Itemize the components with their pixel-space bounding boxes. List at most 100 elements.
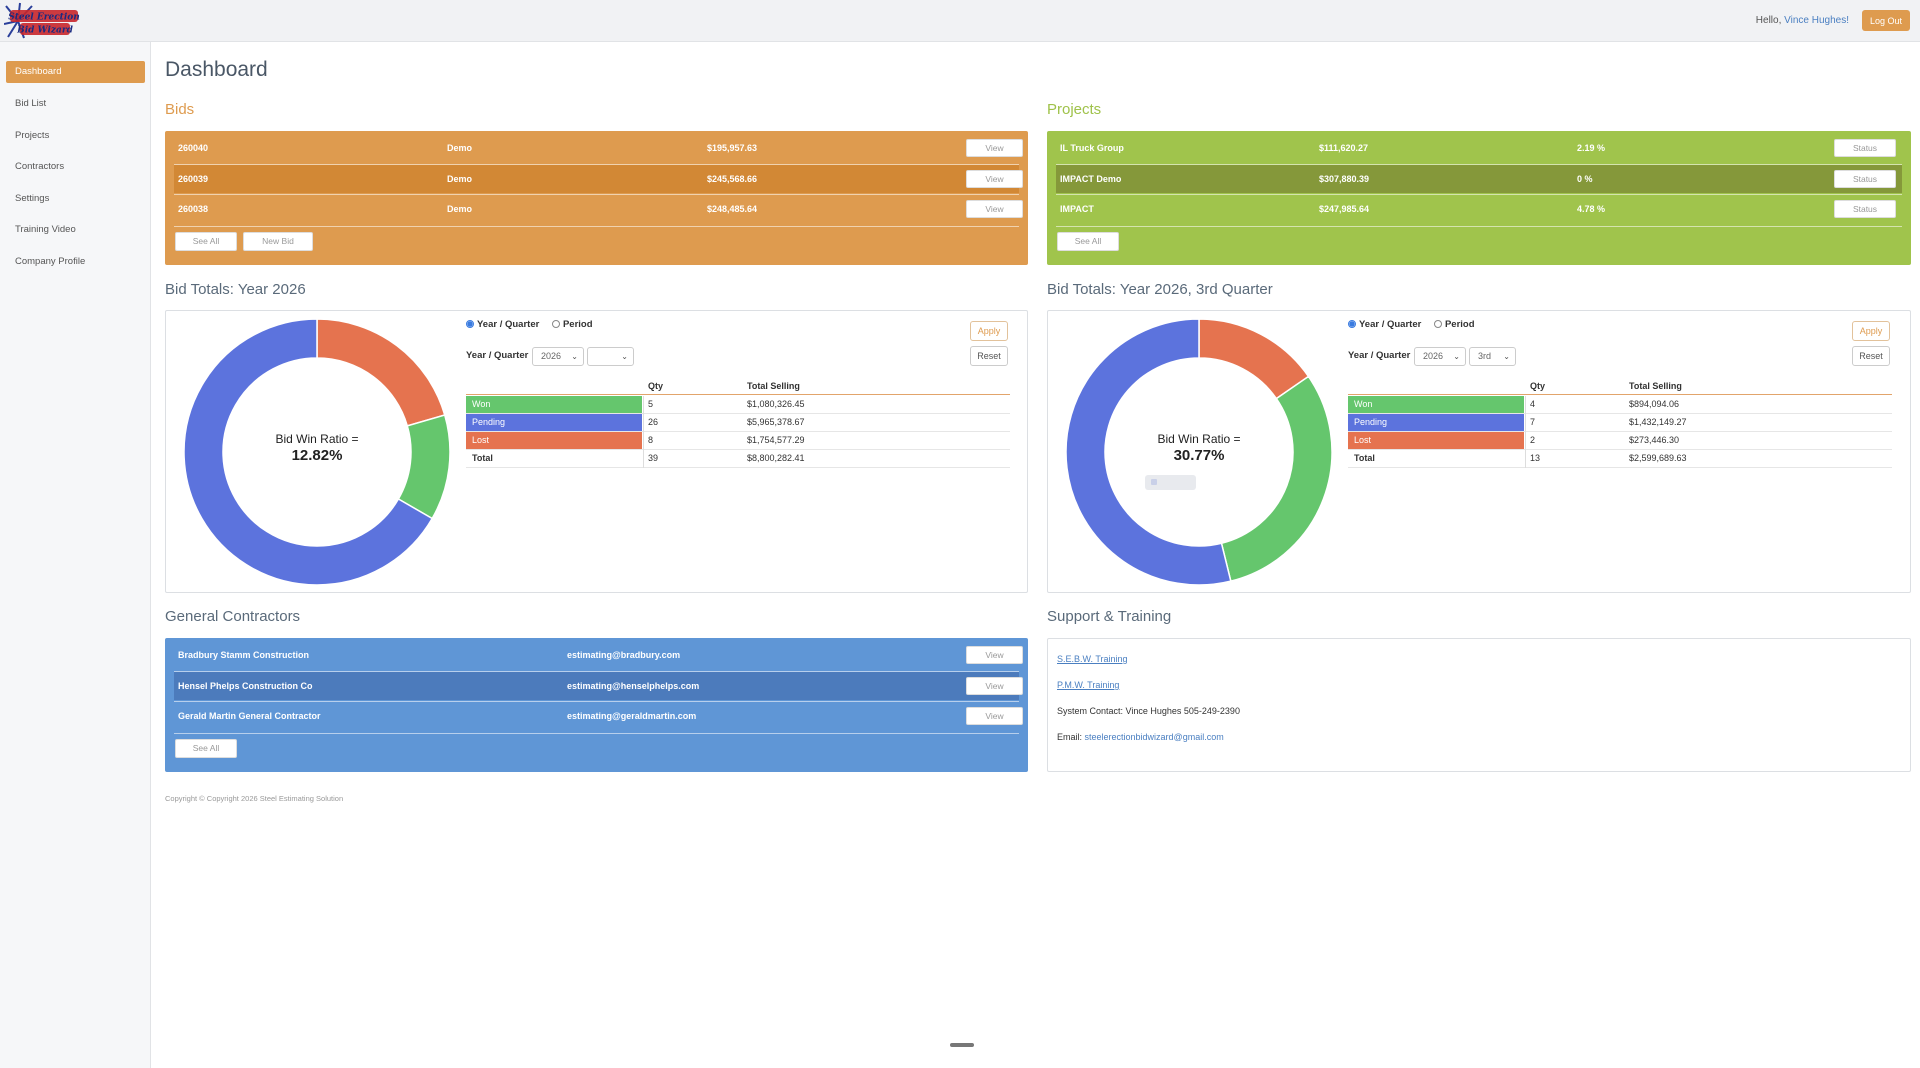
chevron-down-icon: ⌄ bbox=[1453, 352, 1460, 361]
status-total: Total bbox=[472, 453, 493, 463]
radio-year-quarter[interactable]: Year / Quarter bbox=[1348, 319, 1421, 330]
logout-button[interactable]: Log Out bbox=[1862, 10, 1910, 31]
table-row: Lost 8 $1,754,577.29 bbox=[466, 432, 1010, 450]
bid-view-button[interactable]: View bbox=[966, 139, 1023, 157]
bid-id: 260040 bbox=[178, 143, 209, 153]
donut-chart bbox=[1065, 318, 1333, 586]
bid-win-ratio-value: 12.82% bbox=[291, 447, 343, 464]
bid-name: Demo bbox=[447, 143, 473, 153]
project-name: IMPACT Demo bbox=[1060, 174, 1122, 184]
bid-view-button[interactable]: View bbox=[966, 200, 1023, 218]
apply-button[interactable]: Apply bbox=[1852, 321, 1890, 341]
project-row[interactable]: IMPACT $247,985.64 4.78 % Status bbox=[1056, 195, 1902, 223]
sidebar-item-contractors[interactable]: Contractors bbox=[15, 161, 65, 172]
bids-title: Bids bbox=[165, 101, 195, 118]
total-selling: $894,094.06 bbox=[1629, 399, 1680, 409]
project-row[interactable]: IL Truck Group $111,620.27 2.19 % Status bbox=[1056, 134, 1902, 162]
project-status-button[interactable]: Status bbox=[1834, 200, 1896, 218]
bid-totals-year-table: Qty Total Selling Won 5 $1,080,326.45 Pe… bbox=[466, 381, 1010, 481]
page-title: Dashboard bbox=[165, 58, 268, 81]
table-row: Pending 7 $1,432,149.27 bbox=[1348, 414, 1892, 432]
bid-totals-quarter-panel: Bid Win Ratio = 30.77% Year / Quarter Pe… bbox=[1047, 310, 1911, 593]
bid-row[interactable]: 260038 Demo $248,485.64 View bbox=[174, 195, 1023, 223]
header-rule bbox=[1348, 394, 1892, 395]
project-name: IMPACT bbox=[1060, 204, 1094, 214]
contractor-name: Bradbury Stamm Construction bbox=[178, 650, 310, 660]
bids-see-all-button[interactable]: See All bbox=[175, 232, 237, 251]
project-amount: $307,880.39 bbox=[1319, 174, 1370, 184]
reset-button[interactable]: Reset bbox=[970, 346, 1008, 366]
bid-win-ratio: Bid Win Ratio = 12.82% bbox=[184, 432, 450, 464]
radio-off-icon[interactable] bbox=[551, 320, 560, 328]
support-email-link[interactable]: steelerectionbidwizard@gmail.com bbox=[1084, 732, 1224, 742]
radio-period[interactable]: Period bbox=[1433, 319, 1475, 330]
bid-amount: $245,568.66 bbox=[707, 174, 758, 184]
sidebar-item-dashboard[interactable]: Dashboard bbox=[6, 61, 145, 83]
sidebar-item-company-profile[interactable]: Company Profile bbox=[15, 256, 86, 267]
qty: 5 bbox=[648, 399, 654, 409]
email-label: Email: bbox=[1057, 732, 1085, 742]
system-contact: System Contact: Vince Hughes 505-249-239… bbox=[1057, 706, 1240, 716]
bid-totals-year-donut: Bid Win Ratio = 12.82% bbox=[183, 318, 451, 586]
divider bbox=[1056, 226, 1902, 227]
pmw-training-link[interactable]: P.M.W. Training bbox=[1057, 680, 1120, 690]
sidebar: Dashboard Bid List Projects Contractors … bbox=[0, 42, 151, 1068]
year-select[interactable]: 2026 ⌄ bbox=[1414, 347, 1466, 366]
projects-see-all-button[interactable]: See All bbox=[1057, 232, 1119, 251]
qty: 7 bbox=[1530, 417, 1536, 427]
header-rule bbox=[466, 394, 1010, 395]
bid-row[interactable]: 260040 Demo $195,957.63 View bbox=[174, 134, 1023, 162]
donut-slice-won[interactable] bbox=[1220, 375, 1333, 583]
bid-view-button[interactable]: View bbox=[966, 170, 1023, 188]
contractor-row[interactable]: Bradbury Stamm Construction estimating@b… bbox=[174, 641, 1023, 669]
project-status-button[interactable]: Status bbox=[1834, 170, 1896, 188]
bids-card: 260040 Demo $195,957.63 View 260039 Demo… bbox=[165, 131, 1028, 265]
contractor-name: Gerald Martin General Contractor bbox=[178, 711, 321, 721]
project-status-button[interactable]: Status bbox=[1834, 139, 1896, 157]
apply-button[interactable]: Apply bbox=[970, 321, 1008, 341]
donut-slice-pending[interactable] bbox=[1065, 318, 1232, 586]
bid-totals-year-title: Bid Totals: Year 2026 bbox=[165, 281, 306, 298]
contractor-view-button[interactable]: View bbox=[966, 646, 1023, 664]
donut-slice-lost[interactable] bbox=[1198, 318, 1310, 400]
contractor-email: estimating@bradbury.com bbox=[567, 650, 681, 660]
sidebar-item-bid-list[interactable]: Bid List bbox=[15, 98, 47, 109]
radio-on-icon[interactable] bbox=[466, 320, 474, 328]
bid-win-ratio-label: Bid Win Ratio = bbox=[275, 432, 359, 446]
contractor-email: estimating@henselphelps.com bbox=[567, 681, 700, 691]
bid-id: 260039 bbox=[178, 174, 209, 184]
support-email-line: Email: steelerectionbidwizard@gmail.com bbox=[1057, 732, 1224, 742]
donut-slice-pending[interactable] bbox=[183, 318, 434, 586]
status-won: Won bbox=[1348, 396, 1524, 413]
project-row-highlighted[interactable]: IMPACT Demo $307,880.39 0 % Status bbox=[1056, 165, 1902, 193]
radio-on-icon[interactable] bbox=[1348, 320, 1356, 328]
divider bbox=[174, 164, 1019, 165]
reset-button[interactable]: Reset bbox=[1852, 346, 1890, 366]
quarter-select[interactable]: 3rd ⌄ bbox=[1469, 347, 1516, 366]
contractor-view-button[interactable]: View bbox=[966, 677, 1023, 695]
contractors-see-all-button[interactable]: See All bbox=[175, 739, 237, 758]
sidebar-item-settings[interactable]: Settings bbox=[15, 193, 50, 204]
contractor-row-highlighted[interactable]: Hensel Phelps Construction Co estimating… bbox=[174, 672, 1023, 700]
radio-off-icon[interactable] bbox=[1433, 320, 1442, 328]
donut-slice-lost[interactable] bbox=[316, 318, 446, 427]
sidebar-item-projects[interactable]: Projects bbox=[15, 130, 50, 141]
new-bid-button[interactable]: New Bid bbox=[243, 232, 313, 251]
year-select[interactable]: 2026 ⌄ bbox=[532, 347, 584, 366]
scroll-handle[interactable] bbox=[950, 1043, 974, 1047]
radio-period[interactable]: Period bbox=[551, 319, 593, 330]
quarter-select[interactable]: ⌄ bbox=[587, 347, 634, 366]
bid-name: Demo bbox=[447, 174, 473, 184]
svg-text:Bid Wizard: Bid Wizard bbox=[16, 26, 74, 36]
divider bbox=[174, 226, 1019, 227]
chevron-down-icon: ⌄ bbox=[1503, 352, 1510, 361]
bid-row-highlighted[interactable]: 260039 Demo $245,568.66 View bbox=[174, 165, 1023, 193]
contractor-view-button[interactable]: View bbox=[966, 707, 1023, 725]
table-row: Lost 2 $273,446.30 bbox=[1348, 432, 1892, 450]
radio-year-quarter[interactable]: Year / Quarter bbox=[466, 319, 539, 330]
company-logo[interactable]: Steel Erection Bid Wizard bbox=[3, 2, 82, 40]
user-name-link[interactable]: Vince Hughes! bbox=[1784, 15, 1849, 26]
sidebar-item-training-video[interactable]: Training Video bbox=[15, 224, 76, 235]
contractor-row[interactable]: Gerald Martin General Contractor estimat… bbox=[174, 702, 1023, 730]
sebw-training-link[interactable]: S.E.B.W. Training bbox=[1057, 654, 1128, 664]
